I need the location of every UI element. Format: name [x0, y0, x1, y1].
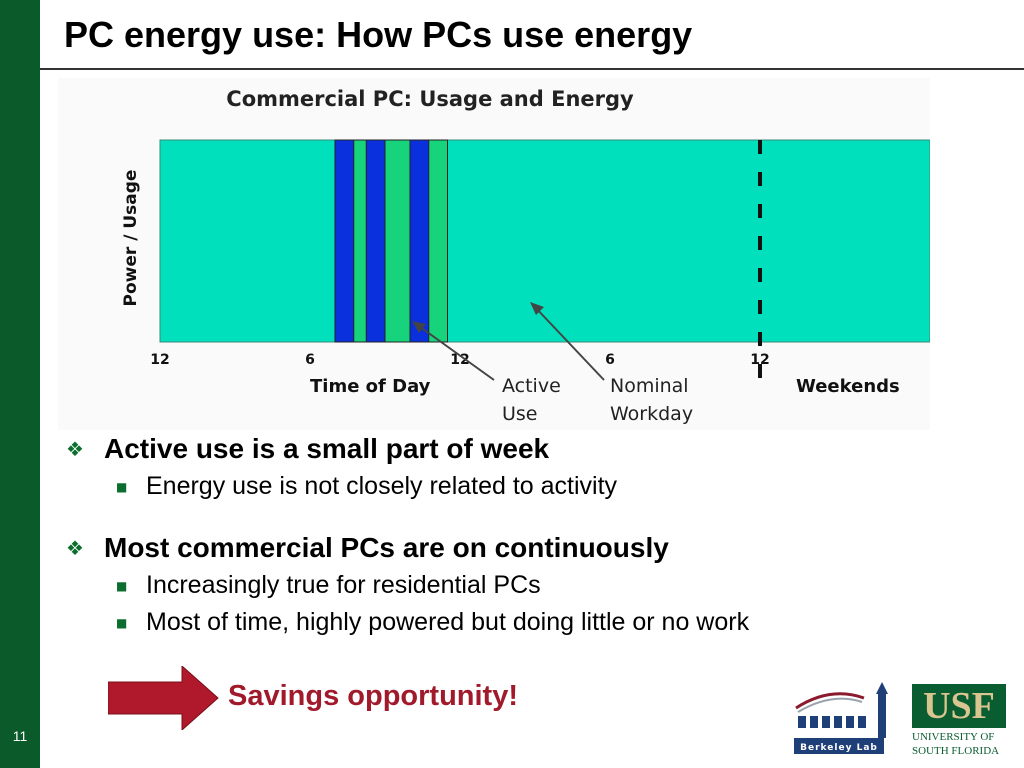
bullet-spacer	[66, 505, 966, 529]
title-divider	[40, 68, 1024, 70]
slide-title: PC energy use: How PCs use energy	[64, 14, 693, 55]
y-axis-label: Power / Usage	[121, 170, 141, 307]
active-use-bar	[409, 139, 430, 343]
square-bullet-icon: ■	[116, 615, 128, 630]
sidebar-band	[0, 0, 40, 768]
active-use-line-1: Active	[502, 375, 561, 397]
square-bullet-icon: ■	[116, 578, 128, 593]
usage-energy-chart: Commercial PC: Usage and Energy Power / …	[58, 78, 930, 430]
savings-callout: Savings opportunity!	[228, 680, 518, 712]
berkeley-lab-wordmark: Berkeley Lab	[800, 743, 878, 753]
page-number: 11	[12, 728, 28, 744]
bullet-1-sub-1: ■ Energy use is not closely related to ac…	[116, 468, 966, 505]
usf-subtitle-line-2: SOUTH FLORIDA	[912, 745, 1000, 757]
active-use-pointer	[415, 323, 495, 381]
active-use-bar	[365, 139, 386, 343]
x-tick-label: 6	[305, 352, 315, 368]
diamond-bullet-icon: ❖	[66, 437, 84, 461]
diamond-bullet-icon: ❖	[66, 536, 84, 560]
x-axis-label: Time of Day	[310, 376, 431, 397]
bullet-2-sub-2-text: Most of time, highly powered but doing l…	[146, 608, 750, 636]
x-tick-label: 12	[450, 352, 469, 368]
berkeley-lab-logo: Berkeley Lab	[794, 682, 888, 754]
nominal-workday-pointer-head	[530, 302, 544, 315]
chart-title: Commercial PC: Usage and Energy	[226, 87, 634, 111]
bullet-2-sub-1: ■ Increasingly true for residential PCs	[116, 567, 966, 604]
usf-wordmark: USF	[912, 684, 1006, 728]
nominal-workday-line-1: Nominal	[610, 375, 689, 397]
idle-power-area	[159, 139, 930, 343]
nominal-workday-line-2: Workday	[610, 403, 693, 425]
x-tick-label: 12	[150, 352, 169, 368]
bullet-1-text: Active use is a small part of week	[104, 433, 550, 464]
bullet-list: ❖ Active use is a small part of week ■ Ene…	[66, 430, 966, 641]
x-tick-label: 6	[605, 352, 615, 368]
usf-subtitle: UNIVERSITY OF SOUTH FLORIDA	[912, 730, 1020, 758]
weekends-label: Weekends	[796, 376, 900, 397]
active-use-line-2: Use	[502, 403, 538, 425]
square-bullet-icon: ■	[116, 479, 128, 494]
bullet-2-sub-2: ■ Most of time, highly powered but doing …	[116, 604, 966, 641]
bullet-1: ❖ Active use is a small part of week	[66, 430, 966, 468]
nominal-workday-pointer	[533, 305, 605, 381]
nominal-workday-annotation: Nominal Workday	[610, 375, 695, 425]
active-use-bar	[334, 139, 355, 343]
bullet-2: ❖ Most commercial PCs are on continuously	[66, 529, 966, 567]
bullet-1-sub-1-text: Energy use is not closely related to act…	[146, 472, 618, 500]
x-tick-label: 12	[750, 352, 769, 368]
active-use-pointer-head	[412, 321, 426, 333]
right-arrow-icon	[108, 666, 219, 730]
active-use-annotation: Active Use	[502, 375, 567, 425]
bullet-2-sub-1-text: Increasingly true for residential PCs	[146, 571, 541, 599]
bullet-2-text: Most commercial PCs are on continuously	[104, 532, 669, 563]
usf-logo: USF UNIVERSITY OF SOUTH FLORIDA	[912, 684, 1020, 764]
usf-subtitle-line-1: UNIVERSITY OF	[912, 731, 995, 743]
